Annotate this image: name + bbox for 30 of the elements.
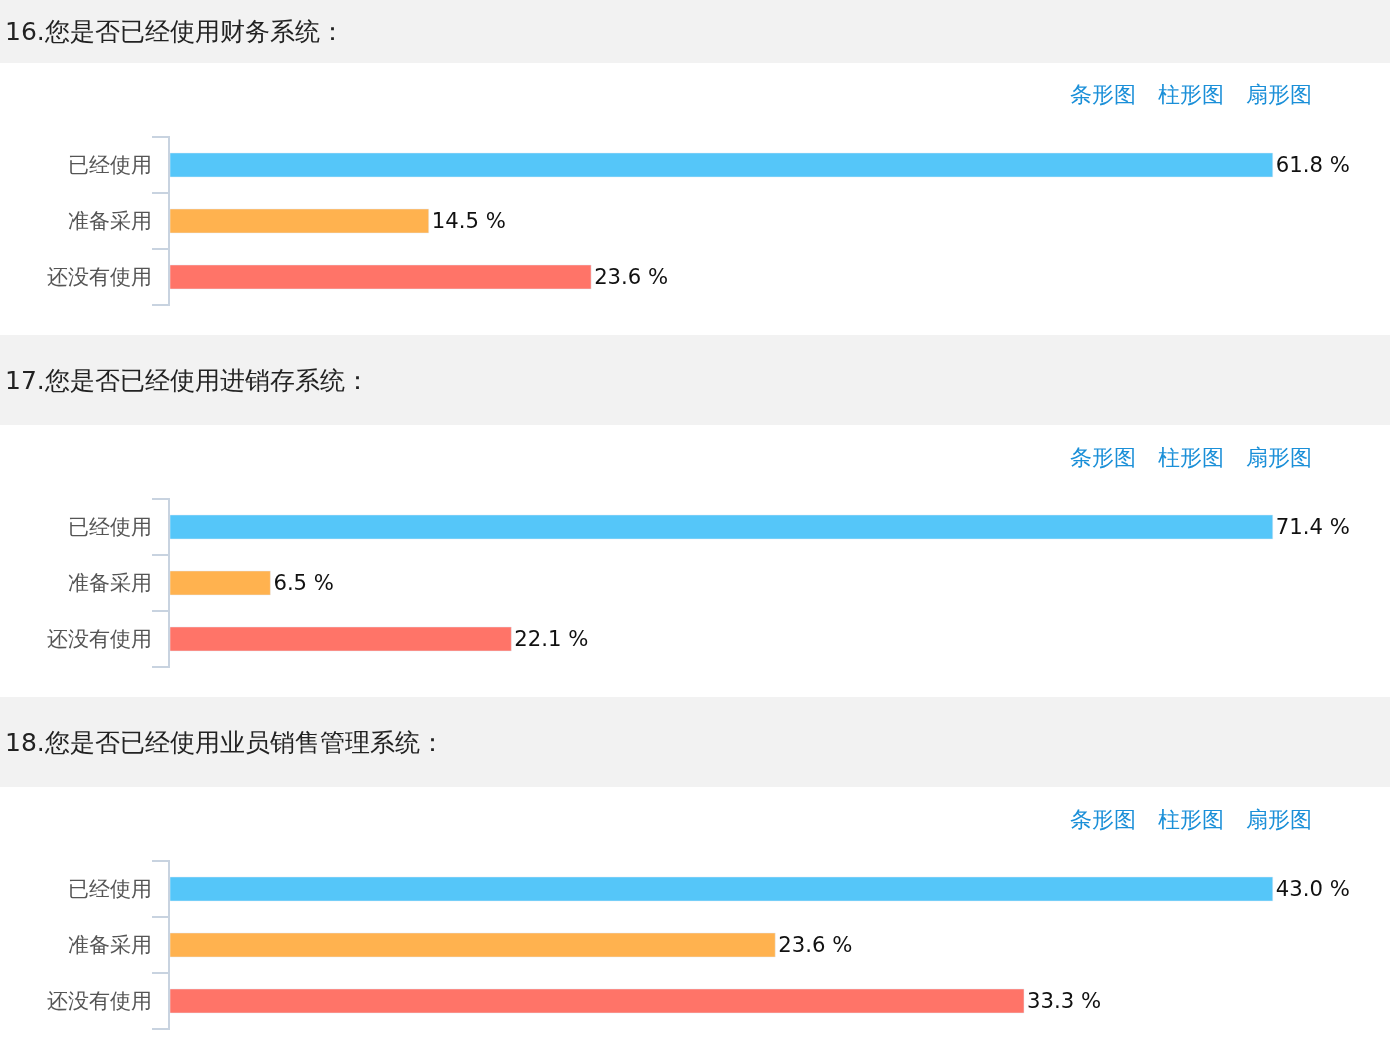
chart-title: 18.您是否已经使用业员销售管理系统： [5, 728, 445, 757]
data-label: 22.1 % [514, 626, 589, 652]
y-tick-label: 已经使用 [67, 515, 152, 540]
data-label: 33.3 % [1027, 988, 1102, 1014]
text: 扇形图 [1246, 82, 1312, 107]
text: 条形图 [1070, 82, 1136, 107]
y-tick-label: 准备采用 [67, 571, 152, 596]
y-tick-label: 还没有使用 [46, 265, 152, 290]
data-label: 6.5 % [273, 570, 334, 596]
data-label: 14.5 % [431, 208, 506, 234]
text: 扇形图 [1246, 807, 1312, 832]
data-label: 71.4 % [1275, 514, 1350, 540]
text: 条形图 [1070, 445, 1136, 470]
y-tick-label: 还没有使用 [46, 989, 152, 1014]
chart-title: 16.您是否已经使用财务系统： [5, 17, 345, 46]
y-tick-label: 准备采用 [67, 933, 152, 958]
y-tick-label: 准备采用 [67, 209, 152, 234]
y-tick-label: 还没有使用 [46, 627, 152, 652]
y-tick-label: 已经使用 [67, 877, 152, 902]
y-tick-label: 已经使用 [67, 153, 152, 178]
text: 柱形图 [1158, 807, 1224, 832]
text: 柱形图 [1158, 82, 1224, 107]
data-label: 23.6 % [778, 932, 853, 958]
text: 扇形图 [1246, 445, 1312, 470]
chart-title: 17.您是否已经使用进销存系统： [5, 366, 370, 395]
data-label: 23.6 % [594, 264, 669, 290]
text: 条形图 [1070, 807, 1136, 832]
data-label: 43.0 % [1275, 876, 1350, 902]
data-label: 61.8 % [1275, 152, 1350, 178]
text: 柱形图 [1158, 445, 1224, 470]
